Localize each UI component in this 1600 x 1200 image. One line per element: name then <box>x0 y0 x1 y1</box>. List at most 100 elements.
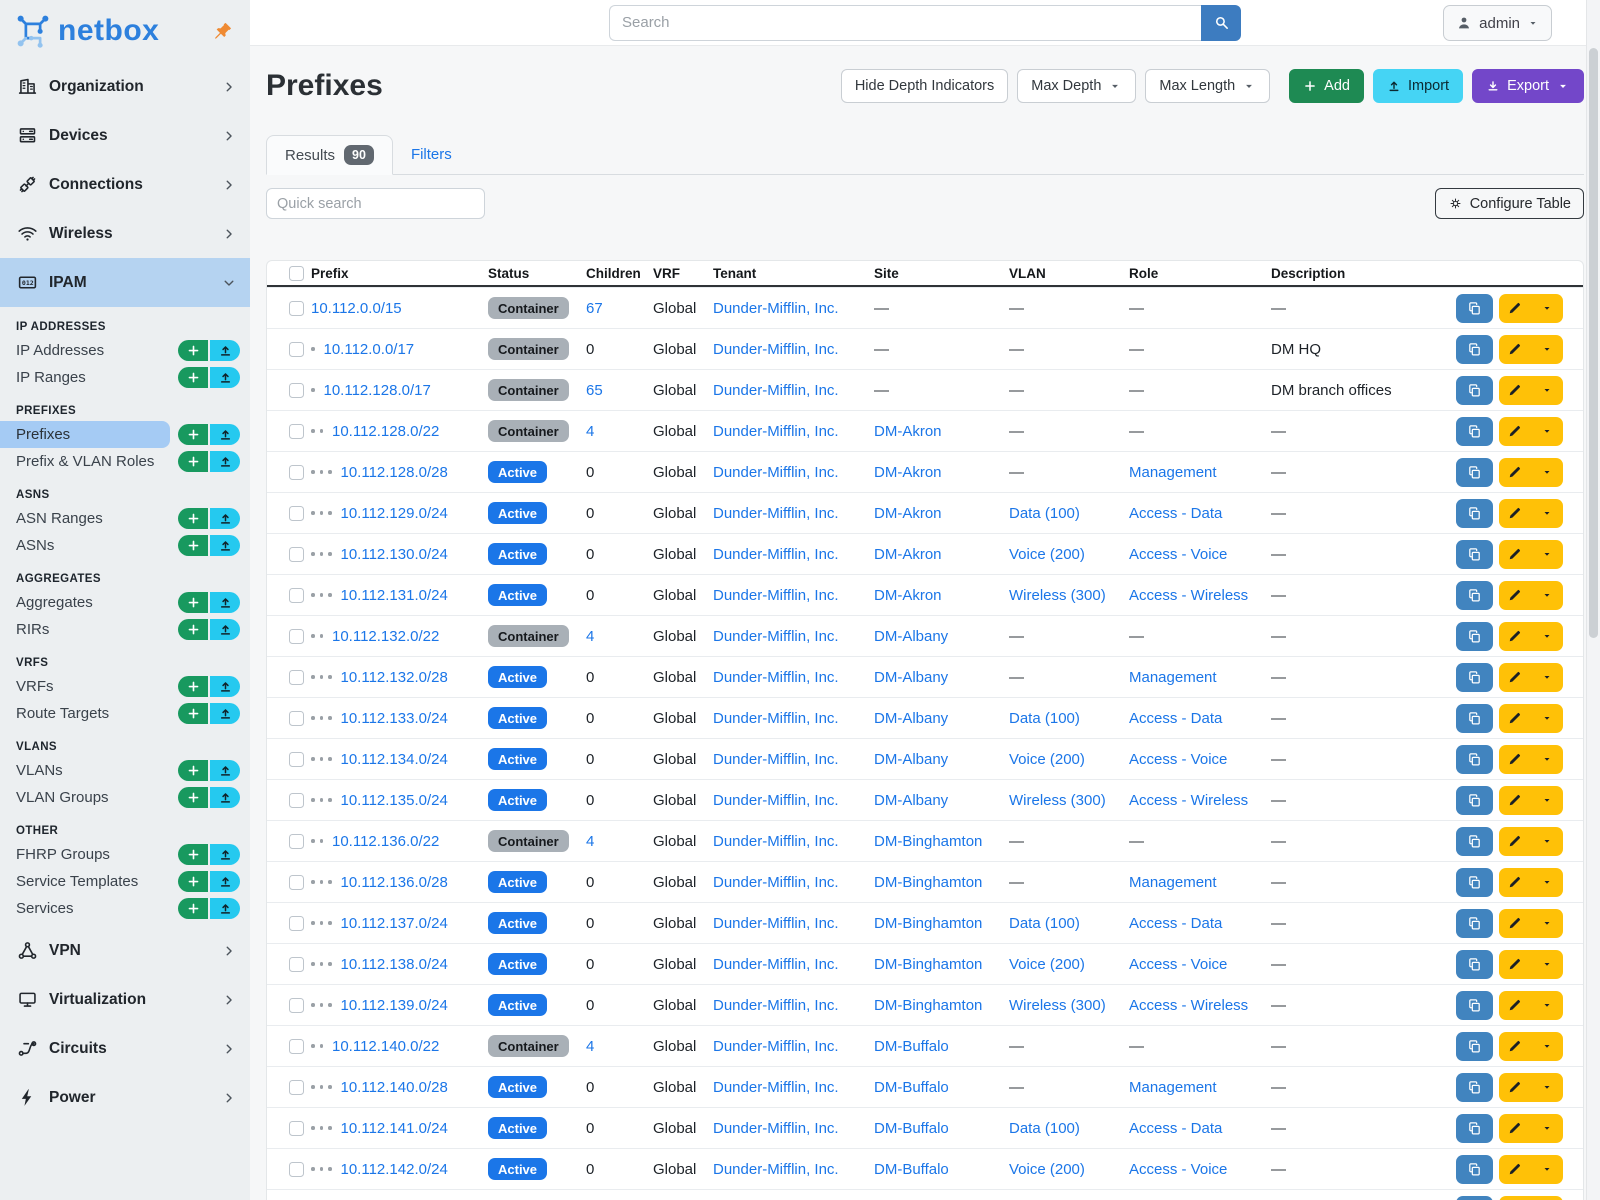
prefix-link[interactable]: 10.112.137.0/24 <box>340 914 448 932</box>
tenant-link[interactable]: Dunder-Mifflin, Inc. <box>713 627 839 645</box>
tenant-link[interactable]: Dunder-Mifflin, Inc. <box>713 873 839 891</box>
edit-button[interactable] <box>1499 950 1531 979</box>
role-link[interactable]: Access - Data <box>1129 709 1223 727</box>
site-link[interactable]: DM-Albany <box>874 627 949 645</box>
sidebar-item-virtualization[interactable]: Virtualization <box>0 975 250 1024</box>
row-checkbox[interactable] <box>289 833 304 849</box>
edit-dropdown-button[interactable] <box>1531 827 1563 856</box>
import-button[interactable]: Import <box>1372 69 1464 103</box>
copy-button[interactable] <box>1456 580 1493 610</box>
edit-button[interactable] <box>1499 417 1531 446</box>
quick-add-button[interactable] <box>178 535 208 556</box>
edit-dropdown-button[interactable] <box>1531 376 1563 405</box>
netbox-logo-icon[interactable] <box>14 12 52 50</box>
column-header-prefix[interactable]: Prefix <box>311 265 349 281</box>
edit-dropdown-button[interactable] <box>1531 786 1563 815</box>
prefix-link[interactable]: 10.112.141.0/24 <box>340 1119 448 1137</box>
max-depth-dropdown[interactable]: Max Depth <box>1017 69 1137 103</box>
row-checkbox[interactable] <box>289 874 304 890</box>
role-link[interactable]: Access - Data <box>1129 1119 1223 1137</box>
prefix-link[interactable]: 10.112.131.0/24 <box>340 586 448 604</box>
select-all-checkbox[interactable] <box>289 265 304 281</box>
prefix-link[interactable]: 10.112.136.0/22 <box>332 832 440 850</box>
tenant-link[interactable]: Dunder-Mifflin, Inc. <box>713 340 839 358</box>
prefix-link[interactable]: 10.112.139.0/24 <box>340 996 448 1014</box>
tenant-link[interactable]: Dunder-Mifflin, Inc. <box>713 1078 839 1096</box>
row-checkbox[interactable] <box>289 1120 304 1136</box>
sidebar-item-aggregates[interactable]: Aggregates <box>16 594 93 611</box>
copy-button[interactable] <box>1456 867 1493 897</box>
copy-button[interactable] <box>1456 334 1493 364</box>
export-dropdown[interactable]: Export <box>1472 69 1584 103</box>
site-link[interactable]: DM-Binghamton <box>874 996 983 1014</box>
prefix-link[interactable]: 10.112.140.0/22 <box>332 1037 440 1055</box>
children-link[interactable]: 4 <box>586 1037 595 1055</box>
tenant-link[interactable]: Dunder-Mifflin, Inc. <box>713 832 839 850</box>
edit-button[interactable] <box>1499 745 1531 774</box>
edit-button[interactable] <box>1499 622 1531 651</box>
tenant-link[interactable]: Dunder-Mifflin, Inc. <box>713 709 839 727</box>
site-link[interactable]: DM-Buffalo <box>874 1037 949 1055</box>
children-link[interactable]: 4 <box>586 422 595 440</box>
hide-depth-indicators-button[interactable]: Hide Depth Indicators <box>840 69 1009 103</box>
edit-button[interactable] <box>1499 376 1531 405</box>
quick-import-button[interactable] <box>210 619 240 640</box>
edit-dropdown-button[interactable] <box>1531 950 1563 979</box>
role-link[interactable]: Access - Voice <box>1129 1160 1228 1178</box>
column-header-vrf[interactable]: VRF <box>653 265 680 281</box>
quick-import-button[interactable] <box>210 340 240 361</box>
quick-import-button[interactable] <box>210 535 240 556</box>
tenant-link[interactable]: Dunder-Mifflin, Inc. <box>713 750 839 768</box>
children-link[interactable]: 67 <box>586 299 603 317</box>
role-link[interactable]: Management <box>1129 463 1217 481</box>
tenant-link[interactable]: Dunder-Mifflin, Inc. <box>713 545 839 563</box>
prefix-link[interactable]: 10.112.129.0/24 <box>340 504 448 522</box>
edit-button[interactable] <box>1499 1073 1531 1102</box>
search-button[interactable] <box>1201 4 1241 41</box>
copy-button[interactable] <box>1456 416 1493 446</box>
vlan-link[interactable]: Data (100) <box>1009 504 1080 522</box>
edit-button[interactable] <box>1499 704 1531 733</box>
role-link[interactable]: Access - Voice <box>1129 750 1228 768</box>
sidebar-item-vrfs[interactable]: VRFs <box>16 678 54 695</box>
edit-dropdown-button[interactable] <box>1531 540 1563 569</box>
sidebar-item-prefix-and-vlan-roles[interactable]: Prefix & VLAN Roles <box>16 453 155 470</box>
edit-dropdown-button[interactable] <box>1531 458 1563 487</box>
sidebar-item-ipam[interactable]: 012 IPAM <box>0 258 250 307</box>
user-menu-button[interactable]: admin <box>1443 5 1552 41</box>
edit-dropdown-button[interactable] <box>1531 991 1563 1020</box>
sidebar-item-power[interactable]: Power <box>0 1073 250 1122</box>
site-link[interactable]: DM-Akron <box>874 586 942 604</box>
edit-button[interactable] <box>1499 909 1531 938</box>
row-checkbox[interactable] <box>289 915 304 931</box>
vlan-link[interactable]: Voice (200) <box>1009 1160 1085 1178</box>
sidebar-item-prefixes[interactable]: Prefixes <box>0 421 170 448</box>
role-link[interactable]: Access - Data <box>1129 504 1223 522</box>
row-checkbox[interactable] <box>289 1161 304 1177</box>
prefix-link[interactable]: 10.112.140.0/28 <box>340 1078 448 1096</box>
children-link[interactable]: 4 <box>586 832 595 850</box>
sidebar-item-organization[interactable]: Organization <box>0 62 250 111</box>
tenant-link[interactable]: Dunder-Mifflin, Inc. <box>713 299 839 317</box>
quick-add-button[interactable] <box>178 787 208 808</box>
tenant-link[interactable]: Dunder-Mifflin, Inc. <box>713 1160 839 1178</box>
role-link[interactable]: Access - Data <box>1129 914 1223 932</box>
vlan-link[interactable]: Wireless (300) <box>1009 586 1106 604</box>
sidebar-item-connections[interactable]: Connections <box>0 160 250 209</box>
pin-sidebar-icon[interactable] <box>212 20 234 42</box>
quick-import-button[interactable] <box>210 703 240 724</box>
column-header-status[interactable]: Status <box>488 265 530 281</box>
children-link[interactable]: 4 <box>586 627 595 645</box>
site-link[interactable]: DM-Albany <box>874 709 949 727</box>
quick-import-button[interactable] <box>210 787 240 808</box>
edit-dropdown-button[interactable] <box>1531 909 1563 938</box>
row-checkbox[interactable] <box>289 341 304 357</box>
prefix-link[interactable]: 10.112.132.0/22 <box>332 627 440 645</box>
quick-import-button[interactable] <box>210 592 240 613</box>
copy-button[interactable] <box>1456 1072 1493 1102</box>
quick-add-button[interactable] <box>178 676 208 697</box>
tenant-link[interactable]: Dunder-Mifflin, Inc. <box>713 955 839 973</box>
copy-button[interactable] <box>1456 498 1493 528</box>
sidebar-item-wireless[interactable]: Wireless <box>0 209 250 258</box>
copy-button[interactable] <box>1456 1195 1493 1200</box>
